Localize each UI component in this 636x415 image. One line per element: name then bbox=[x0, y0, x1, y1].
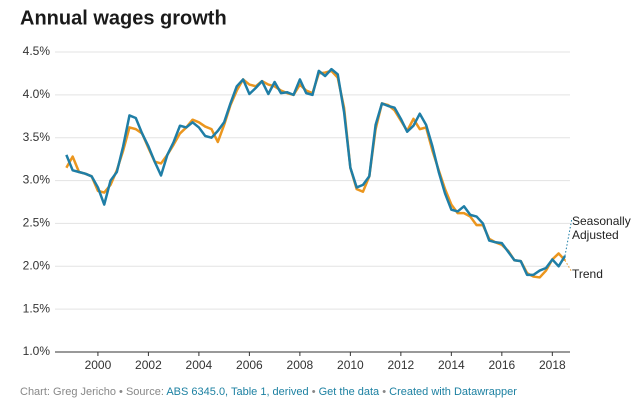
get-data-link[interactable]: Get the data bbox=[318, 386, 380, 398]
x-tick-label: 2008 bbox=[287, 358, 314, 372]
series-label: Seasonally Adjusted bbox=[572, 214, 631, 242]
credit: Chart: Greg Jericho bbox=[20, 386, 116, 398]
series-line bbox=[65, 69, 566, 279]
x-tick-label: 2004 bbox=[186, 358, 213, 372]
footer: Chart: Greg Jericho • Source: ABS 6345.0… bbox=[20, 386, 517, 398]
y-tick-label: 4.5% bbox=[23, 44, 51, 58]
y-tick-label: 3.0% bbox=[23, 173, 51, 187]
datawrapper-link[interactable]: Created with Datawrapper bbox=[389, 386, 517, 398]
separator: • bbox=[119, 386, 123, 398]
y-tick-label: 2.5% bbox=[23, 216, 51, 230]
series-label: Trend bbox=[572, 267, 603, 282]
x-tick-label: 2010 bbox=[337, 358, 364, 372]
source-label: Source: bbox=[125, 386, 164, 398]
series-line bbox=[65, 67, 567, 277]
y-tick-label: 1.0% bbox=[23, 344, 51, 358]
x-tick-label: 2000 bbox=[85, 358, 112, 372]
x-tick-label: 2014 bbox=[438, 358, 465, 372]
x-tick-label: 2012 bbox=[388, 358, 415, 372]
x-tick-label: 2006 bbox=[236, 358, 263, 372]
chart-title: Annual wages growth bbox=[20, 7, 227, 29]
y-tick-label: 2.0% bbox=[23, 258, 51, 272]
leader-line bbox=[564, 217, 573, 257]
y-tick-label: 1.5% bbox=[23, 301, 51, 315]
x-tick-label: 2002 bbox=[135, 358, 162, 372]
y-tick-label: 3.5% bbox=[23, 130, 51, 144]
source-link[interactable]: ABS 6345.0, Table 1, derived bbox=[166, 386, 309, 398]
y-tick-label: 4.0% bbox=[23, 87, 51, 101]
leader-line bbox=[564, 260, 573, 273]
separator: • bbox=[382, 386, 387, 398]
x-tick-label: 2018 bbox=[539, 358, 566, 372]
separator: • bbox=[311, 386, 316, 398]
x-tick-label: 2016 bbox=[488, 358, 515, 372]
